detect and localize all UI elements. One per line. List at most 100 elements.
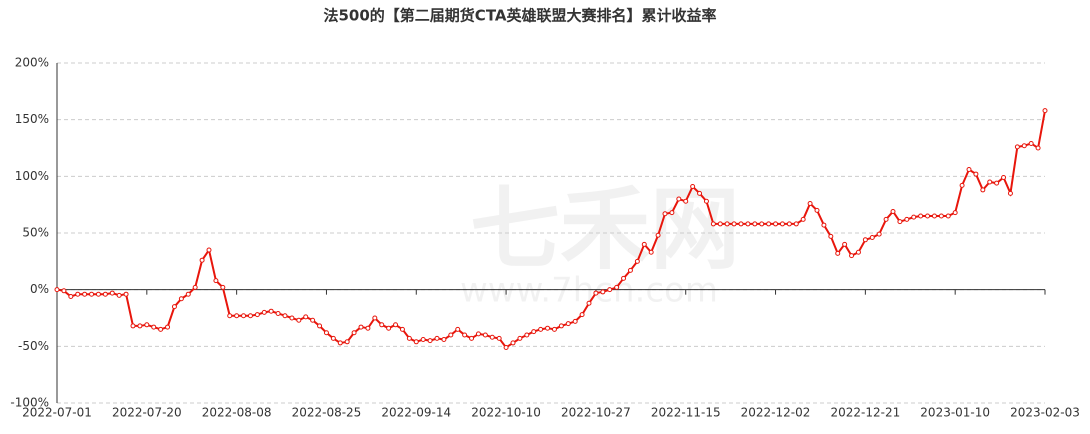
data-point xyxy=(710,221,716,227)
data-point xyxy=(641,241,647,247)
data-point xyxy=(365,325,371,331)
x-tick-label: 2022-08-25 xyxy=(292,406,362,420)
data-point xyxy=(178,296,184,302)
x-tick-label: 2022-08-08 xyxy=(202,406,272,420)
data-point xyxy=(572,318,578,324)
data-point xyxy=(676,196,682,202)
data-point xyxy=(669,210,675,216)
data-point xyxy=(945,213,951,219)
data-point xyxy=(206,247,212,253)
data-point xyxy=(330,335,336,341)
data-point xyxy=(980,187,986,193)
data-point xyxy=(455,326,461,332)
data-point xyxy=(1014,144,1020,150)
data-point xyxy=(241,313,247,319)
data-point xyxy=(1035,145,1041,151)
data-point xyxy=(814,207,820,213)
data-point xyxy=(683,198,689,204)
data-point xyxy=(102,291,108,297)
y-tick-label: -50% xyxy=(18,339,49,353)
data-point xyxy=(621,275,627,281)
data-point xyxy=(386,325,392,331)
data-point xyxy=(227,313,233,319)
data-point xyxy=(393,322,399,328)
x-tick-label: 2022-07-01 xyxy=(22,406,92,420)
data-point xyxy=(890,208,896,214)
data-point xyxy=(586,300,592,306)
data-point xyxy=(1028,140,1034,146)
data-point xyxy=(337,340,343,346)
data-point xyxy=(323,330,329,336)
data-point xyxy=(759,221,765,227)
y-tick-label: 50% xyxy=(22,226,49,240)
data-point xyxy=(192,284,198,290)
data-point xyxy=(185,291,191,297)
data-point xyxy=(973,171,979,177)
data-point xyxy=(627,267,633,273)
data-point xyxy=(462,332,468,338)
data-point xyxy=(406,335,412,341)
data-point xyxy=(987,179,993,185)
data-point xyxy=(372,315,378,321)
data-point xyxy=(510,340,516,346)
watermark: 七禾网 xyxy=(470,177,740,282)
data-point xyxy=(662,211,668,217)
data-point xyxy=(317,323,323,329)
data-point xyxy=(731,221,737,227)
data-point xyxy=(1042,108,1048,114)
data-point xyxy=(441,337,447,343)
data-point xyxy=(648,249,654,255)
data-point xyxy=(849,253,855,259)
data-point xyxy=(717,221,723,227)
data-point xyxy=(268,308,274,314)
x-tick-label: 2022-09-14 xyxy=(381,406,451,420)
data-point xyxy=(137,323,143,329)
data-point xyxy=(821,222,827,228)
data-point xyxy=(938,213,944,219)
data-point xyxy=(247,313,253,319)
data-point xyxy=(303,314,309,320)
data-point xyxy=(1007,190,1013,196)
y-tick-label: 0% xyxy=(30,282,49,296)
data-point xyxy=(448,332,454,338)
data-point xyxy=(165,324,171,330)
data-point xyxy=(234,313,240,319)
data-point xyxy=(482,332,488,338)
data-point xyxy=(766,221,772,227)
data-point xyxy=(54,287,60,293)
data-point xyxy=(558,323,564,329)
data-point xyxy=(171,304,177,310)
data-point xyxy=(779,221,785,227)
data-point xyxy=(855,249,861,255)
data-point xyxy=(959,182,965,188)
data-point xyxy=(793,221,799,227)
data-point xyxy=(690,184,696,190)
x-tick-label: 2023-02-03 xyxy=(1010,406,1080,420)
data-point xyxy=(434,335,440,341)
data-point xyxy=(600,289,606,295)
data-point xyxy=(593,290,599,296)
data-point xyxy=(842,241,848,247)
data-point xyxy=(966,167,972,173)
data-point xyxy=(282,313,288,319)
data-point xyxy=(786,221,792,227)
data-point xyxy=(61,288,67,294)
data-point xyxy=(68,293,74,299)
data-point xyxy=(538,326,544,332)
data-point xyxy=(296,317,302,323)
data-point xyxy=(261,309,267,315)
data-point xyxy=(275,310,281,316)
x-tick-label: 2022-10-10 xyxy=(471,406,541,420)
data-point xyxy=(773,221,779,227)
data-point xyxy=(379,322,385,328)
data-point xyxy=(469,335,475,341)
data-point xyxy=(565,321,571,327)
data-point xyxy=(427,338,433,344)
data-point xyxy=(503,344,509,350)
data-point xyxy=(724,221,730,227)
data-point xyxy=(289,315,295,321)
data-point xyxy=(420,337,426,343)
data-point xyxy=(199,257,205,263)
data-point xyxy=(75,291,81,297)
